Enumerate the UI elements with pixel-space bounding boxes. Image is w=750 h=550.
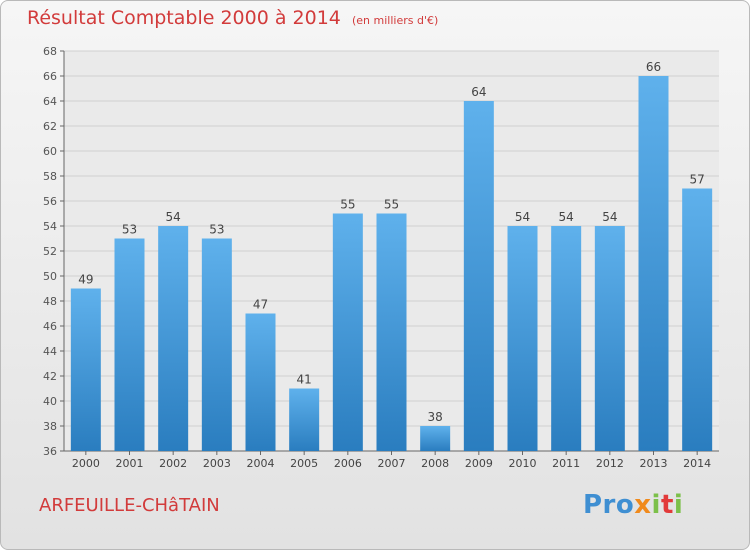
bar [682,188,713,451]
x-tick-label: 2005 [290,457,318,470]
x-tick-label: 2014 [683,457,711,470]
x-tick-label: 2003 [203,457,231,470]
y-tick-label: 42 [43,370,57,383]
x-tick-label: 2001 [116,457,144,470]
bar [70,288,101,451]
y-tick-label: 56 [43,195,57,208]
y-tick-label: 44 [43,345,57,358]
y-tick-label: 46 [43,320,57,333]
bar [332,213,363,451]
town-name: ARFEUILLE-CHâTAIN [39,495,220,516]
bar [289,388,320,451]
y-tick-label: 64 [43,95,57,108]
y-tick-label: 40 [43,395,57,408]
bar-value-label: 53 [209,223,224,237]
bar-value-label: 57 [690,173,705,187]
bar-value-label: 54 [515,210,530,224]
x-tick-label: 2006 [334,457,362,470]
bar-value-label: 55 [384,198,399,212]
bar-value-label: 49 [78,273,93,287]
x-tick-label: 2002 [159,457,187,470]
bar [594,226,625,451]
y-tick-label: 52 [43,245,57,258]
x-tick-label: 2009 [465,457,493,470]
bar-value-label: 47 [253,298,268,312]
chart-unit: (en milliers d'€) [351,14,439,27]
bar [245,313,276,451]
bar [507,226,538,451]
bar [638,76,669,451]
bar-value-label: 66 [646,60,661,74]
x-tick-label: 2010 [509,457,537,470]
y-tick-label: 54 [43,220,57,233]
bar [376,213,407,451]
bar [420,426,451,451]
y-tick-label: 60 [43,145,57,158]
bar [114,238,145,451]
y-tick-label: 58 [43,170,57,183]
chart-title: Résultat Comptable 2000 à 2014 (en milli… [27,7,438,29]
bar-value-label: 54 [559,210,574,224]
y-tick-label: 50 [43,270,57,283]
bar [158,226,189,451]
y-tick-label: 68 [43,45,57,58]
bar [463,101,494,451]
y-tick-label: 48 [43,295,57,308]
bar-value-label: 55 [340,198,355,212]
bar-value-label: 54 [166,210,181,224]
y-tick-label: 36 [43,445,57,458]
y-tick-label: 38 [43,420,57,433]
y-tick-label: 66 [43,70,57,83]
bar-value-label: 41 [297,373,312,387]
x-tick-label: 2007 [378,457,406,470]
y-tick-label: 62 [43,120,57,133]
x-tick-label: 2008 [421,457,449,470]
x-tick-label: 2012 [596,457,624,470]
bar [551,226,582,451]
x-tick-label: 2011 [552,457,580,470]
proxiti-logo: Proxiti [583,490,684,520]
x-tick-label: 2013 [640,457,668,470]
bar-value-label: 53 [122,223,137,237]
bar [201,238,232,451]
bar-value-label: 64 [471,85,486,99]
chart-title-text: Résultat Comptable 2000 à 2014 [27,7,341,29]
bar-value-label: 38 [428,410,443,424]
x-tick-label: 2004 [247,457,275,470]
bar-value-label: 54 [602,210,617,224]
x-tick-label: 2000 [72,457,100,470]
